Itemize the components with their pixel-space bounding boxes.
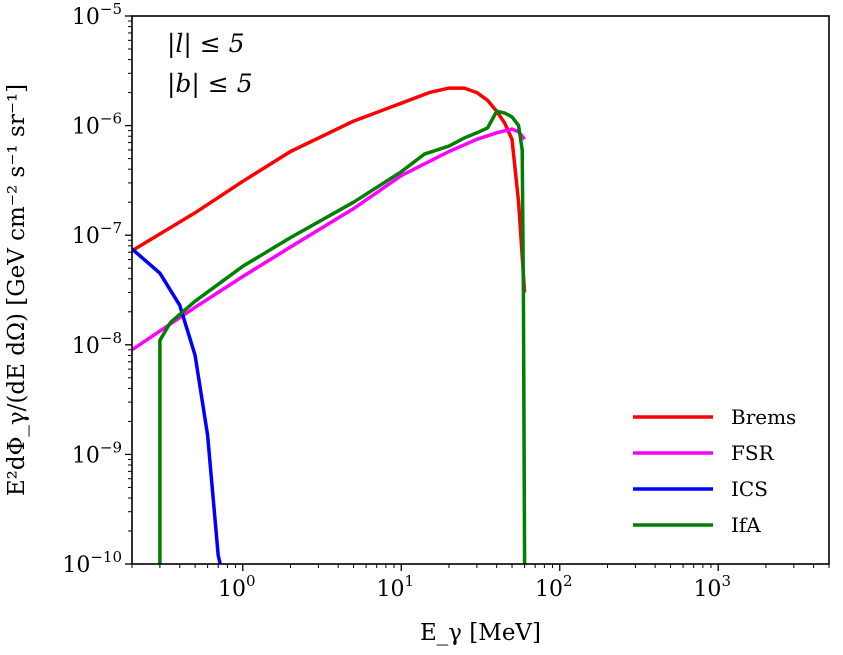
y-tick-exponent: −8 bbox=[100, 329, 122, 347]
y-tick-exponent: −5 bbox=[100, 0, 122, 18]
y-tick-base: 10 bbox=[72, 443, 100, 468]
series-lines bbox=[132, 86, 527, 564]
series-line-brems bbox=[132, 86, 527, 293]
legend-label-brems: Brems bbox=[731, 405, 796, 429]
series-line-ifa bbox=[158, 109, 527, 564]
series-line-ics bbox=[132, 247, 222, 564]
annotation-text: |l| ≤ 5 bbox=[167, 29, 245, 59]
x-axis-label: E_γ [MeV] bbox=[420, 620, 541, 646]
y-tick-base: 10 bbox=[72, 224, 100, 249]
x-tick-exponent: 2 bbox=[563, 572, 573, 590]
legend-label-ics: ICS bbox=[731, 477, 768, 501]
y-tick-label: 10−7 bbox=[72, 219, 122, 249]
legend: Brems FSR ICS IfA bbox=[633, 405, 796, 537]
y-tick-base: 10 bbox=[62, 553, 90, 578]
y-tick-exponent: −10 bbox=[90, 548, 122, 566]
y-tick-base: 10 bbox=[72, 334, 100, 359]
y-tick-base: 10 bbox=[72, 115, 100, 140]
annotation-text: |b| ≤ 5 bbox=[167, 69, 253, 99]
x-tick-exponent: 0 bbox=[246, 572, 256, 590]
y-tick-label: 10−8 bbox=[72, 329, 122, 359]
x-tick-label: 101 bbox=[376, 572, 414, 602]
axis-ticks bbox=[125, 15, 830, 571]
y-tick-exponent: −9 bbox=[100, 438, 122, 456]
y-tick-label: 10−5 bbox=[72, 0, 122, 30]
y-axis-label: E²dΦ_γ/(dE dΩ) [GeV cm⁻² s⁻¹ sr⁻¹] bbox=[4, 84, 30, 496]
y-tick-label: 10−10 bbox=[62, 548, 122, 578]
y-tick-base: 10 bbox=[72, 5, 100, 30]
x-tick-label: 103 bbox=[693, 572, 731, 602]
x-tick-label: 100 bbox=[218, 572, 256, 602]
y-tick-exponent: −7 bbox=[100, 219, 122, 237]
y-tick-label: 10−9 bbox=[72, 438, 122, 468]
y-tick-label: 10−6 bbox=[72, 110, 122, 140]
axis-labels: 100 101 102 10310−1010−910−810−710−610−5E_γ… bbox=[4, 0, 731, 646]
legend-label-fsr: FSR bbox=[731, 441, 775, 465]
y-tick-exponent: −6 bbox=[100, 110, 122, 128]
annotations: |l| ≤ 5 |b| ≤ 5 bbox=[167, 29, 253, 99]
x-tick-exponent: 1 bbox=[404, 572, 414, 590]
x-tick-exponent: 3 bbox=[721, 572, 731, 590]
plot-frame bbox=[131, 15, 830, 565]
series-line-fsr bbox=[132, 127, 526, 352]
legend-label-ifa: IfA bbox=[731, 513, 761, 537]
x-tick-label: 102 bbox=[535, 572, 573, 602]
